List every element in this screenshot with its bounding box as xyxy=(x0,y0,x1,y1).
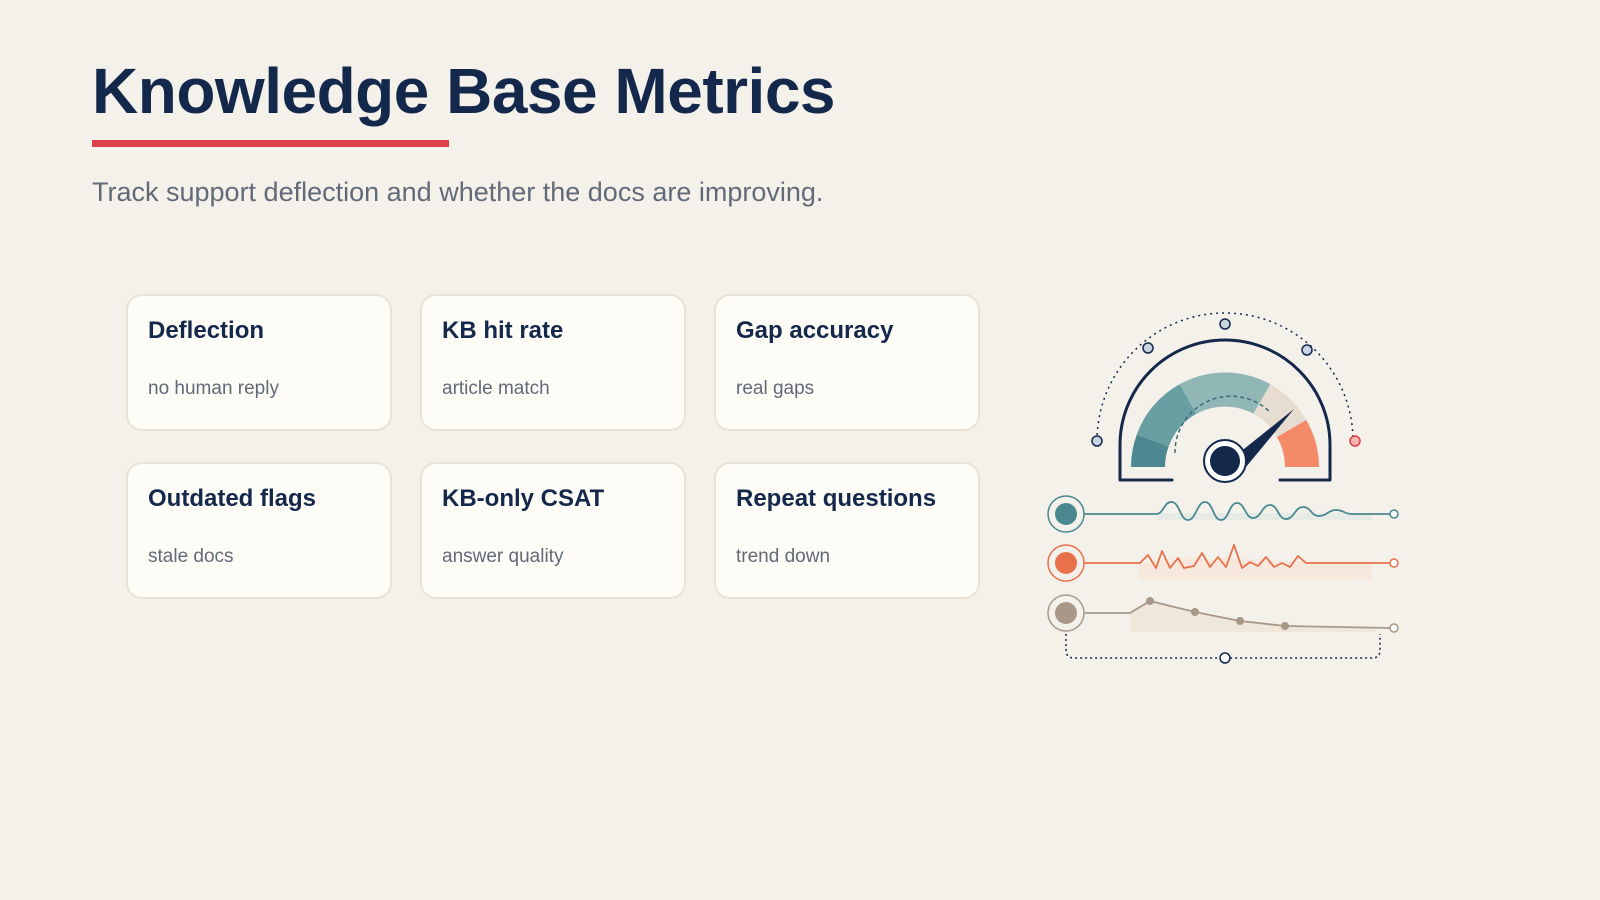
teal-wave-line-icon xyxy=(1047,495,1399,533)
metric-subtitle: stale docs xyxy=(148,546,234,567)
metric-title: KB-only CSAT xyxy=(442,485,605,512)
metric-card-kb-hit-rate: KB hit rate article match xyxy=(420,294,686,431)
page-subtitle: Track support deflection and whether the… xyxy=(92,177,824,207)
metric-subtitle: answer quality xyxy=(442,546,564,567)
metric-card-kb-only-csat: KB-only CSAT answer quality xyxy=(420,462,686,599)
metric-card-repeat-questions: Repeat questions trend down xyxy=(714,462,980,599)
metric-subtitle: real gaps xyxy=(736,378,815,399)
metric-subtitle: trend down xyxy=(736,546,831,567)
metric-card-gap-accuracy: Gap accuracy real gaps xyxy=(714,294,980,431)
tan-declining-line-icon xyxy=(1047,594,1399,633)
metric-subtitle: article match xyxy=(442,378,550,399)
metric-card-outdated-flags: Outdated flags stale docs xyxy=(126,462,392,599)
metric-title: Outdated flags xyxy=(148,485,317,512)
metrics-illustration xyxy=(1047,312,1399,664)
metric-title: Repeat questions xyxy=(736,485,937,512)
metric-title: Gap accuracy xyxy=(736,317,894,344)
bottom-bracket-icon xyxy=(1065,634,1381,664)
metric-subtitle: no human reply xyxy=(148,378,279,399)
metric-title: KB hit rate xyxy=(442,317,564,344)
page-title: Knowledge Base Metrics xyxy=(92,55,836,127)
orange-spike-line-icon xyxy=(1047,544,1399,582)
title-underline xyxy=(92,140,449,147)
metric-card-deflection: Deflection no human reply xyxy=(126,294,392,431)
metric-title: Deflection xyxy=(148,317,265,344)
speedometer-gauge-icon xyxy=(1091,312,1361,483)
